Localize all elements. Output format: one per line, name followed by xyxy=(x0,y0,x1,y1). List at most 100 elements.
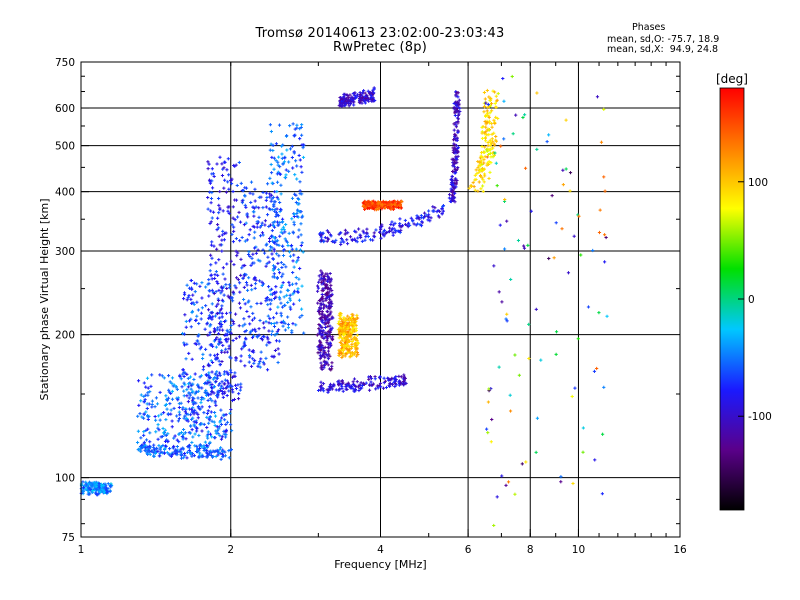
echo-point xyxy=(319,361,323,365)
echo-point xyxy=(354,354,359,358)
echo-point xyxy=(206,160,210,164)
echo-point xyxy=(327,304,331,309)
echo-point xyxy=(361,201,365,205)
echo-point xyxy=(591,248,595,253)
echo-point xyxy=(278,234,282,238)
echo-point xyxy=(453,113,457,118)
echo-point xyxy=(274,159,278,163)
y-tick-label: 75 xyxy=(62,532,75,544)
echo-point xyxy=(516,238,521,243)
echo-point xyxy=(449,187,453,191)
echo-point xyxy=(370,383,375,387)
echo-point xyxy=(327,230,331,235)
echo-point xyxy=(380,223,384,227)
echo-point xyxy=(287,169,291,173)
echo-point xyxy=(271,256,275,261)
echo-point xyxy=(292,134,296,138)
echo-point xyxy=(276,197,280,201)
echo-point xyxy=(215,228,219,232)
echo-point xyxy=(231,290,235,294)
echo-point xyxy=(450,174,454,178)
echo-point xyxy=(539,358,543,362)
echo-point xyxy=(167,390,171,394)
echo-point xyxy=(265,262,269,266)
echo-point xyxy=(186,385,191,389)
echo-point xyxy=(189,451,193,455)
echo-point xyxy=(502,247,507,251)
echo-point xyxy=(269,199,273,203)
echo-point xyxy=(294,260,298,264)
echo-point xyxy=(396,205,400,210)
echo-point xyxy=(195,444,199,449)
echo-point xyxy=(329,310,333,314)
echo-point xyxy=(223,338,228,342)
echo-point xyxy=(321,278,325,282)
echo-point xyxy=(394,228,398,233)
echo-point xyxy=(343,322,348,326)
echo-point xyxy=(215,355,219,360)
echo-point xyxy=(249,180,254,184)
echo-point xyxy=(252,214,256,218)
echo-point xyxy=(452,186,456,190)
echo-point xyxy=(215,394,219,398)
x-axis-label: Frequency [MHz] xyxy=(334,558,426,571)
echo-point xyxy=(280,305,285,309)
echo-point xyxy=(87,480,91,484)
echo-point xyxy=(382,230,386,234)
echo-point xyxy=(259,350,263,354)
echo-point xyxy=(139,399,143,403)
echo-point xyxy=(279,290,283,294)
echo-point xyxy=(351,382,356,387)
echo-point xyxy=(257,327,261,331)
echo-point xyxy=(317,298,322,303)
echo-point xyxy=(479,168,483,173)
echo-point xyxy=(341,389,345,393)
echo-point xyxy=(348,235,353,239)
echo-point xyxy=(182,341,186,345)
echo-point xyxy=(253,230,257,234)
echo-point xyxy=(293,127,297,131)
echo-point xyxy=(185,372,189,376)
echo-point xyxy=(483,131,487,135)
echo-point xyxy=(136,414,140,418)
echo-point xyxy=(220,233,224,237)
echo-point xyxy=(172,436,176,440)
echo-point xyxy=(252,261,256,265)
echo-point xyxy=(547,256,551,261)
echo-point xyxy=(92,480,96,485)
echo-point xyxy=(261,233,265,237)
echo-point xyxy=(169,408,173,412)
echo-point xyxy=(320,310,324,314)
echo-point xyxy=(281,244,285,248)
echo-point xyxy=(295,123,299,127)
echo-point xyxy=(389,222,393,227)
echo-point xyxy=(260,231,265,235)
echo-point xyxy=(247,348,251,352)
echo-point xyxy=(192,423,196,427)
echo-point xyxy=(340,329,344,333)
echo-point xyxy=(227,385,231,389)
echo-point xyxy=(411,219,415,223)
echo-point xyxy=(505,312,509,316)
echo-point xyxy=(331,316,335,320)
echo-point xyxy=(282,303,287,308)
echo-point xyxy=(486,431,490,435)
echo-point xyxy=(210,435,214,439)
echo-point xyxy=(360,95,365,99)
echo-point xyxy=(318,278,322,282)
echo-point xyxy=(213,273,217,277)
echo-point xyxy=(174,385,179,389)
echo-point xyxy=(218,155,222,159)
echo-point xyxy=(355,240,359,244)
echo-point xyxy=(195,427,199,431)
echo-point xyxy=(321,274,325,278)
echo-point xyxy=(168,380,172,384)
echo-point xyxy=(190,357,194,361)
echo-point xyxy=(209,263,213,267)
echo-point xyxy=(361,381,366,386)
echo-point xyxy=(480,155,484,159)
echo-point xyxy=(185,416,189,421)
echo-point xyxy=(258,234,263,238)
echo-point xyxy=(334,238,338,242)
echo-point xyxy=(508,409,513,413)
